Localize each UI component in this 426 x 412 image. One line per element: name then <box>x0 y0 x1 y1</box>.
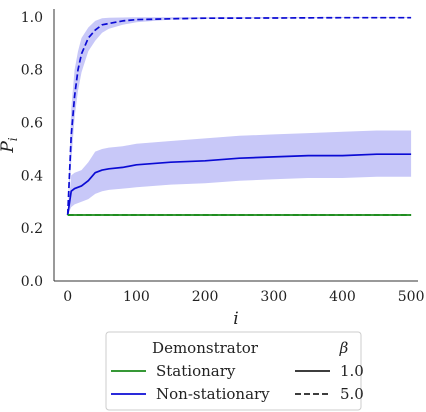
series-lines <box>66 16 412 216</box>
y-tick-label: 0.4 <box>21 168 43 184</box>
y-axis-label: Pi <box>0 137 20 153</box>
series-non-stationary-beta-1-0-band <box>67 130 412 215</box>
legend-label-stationary: Stationary <box>156 362 236 380</box>
legend-title-demonstrator: Demonstrator <box>152 339 259 357</box>
x-tick-label: 200 <box>192 289 219 305</box>
x-tick-label: 400 <box>329 289 356 305</box>
y-axis-label-main: P <box>0 141 18 154</box>
legend: Demonstrator β Stationary Non-stationary… <box>105 331 364 411</box>
x-tick-label: 100 <box>123 289 150 305</box>
y-tick-label: 0.6 <box>21 116 43 132</box>
y-tick-label: 1.0 <box>21 10 43 26</box>
y-axis-label-sub: i <box>6 137 20 141</box>
legend-title-beta: β <box>339 339 349 357</box>
legend-label-beta-5: 5.0 <box>340 385 364 403</box>
legend-frame <box>105 331 362 411</box>
x-tick-label: 0 <box>63 289 72 305</box>
x-tick-label: 500 <box>398 289 425 305</box>
x-tick-labels: 0 100 200 300 400 500 <box>63 289 424 305</box>
legend-label-beta-1: 1.0 <box>340 362 364 380</box>
x-axis-label: i <box>233 309 238 329</box>
y-tick-label: 0.8 <box>21 63 43 79</box>
series-non-stationary-beta-5-0-line <box>66 16 412 216</box>
confidence-bands <box>67 17 412 216</box>
legend-label-non-stationary: Non-stationary <box>156 385 270 403</box>
y-tick-label: 0.2 <box>21 221 43 237</box>
y-tick-label: 0.0 <box>21 274 43 290</box>
x-tick-label: 300 <box>260 289 287 305</box>
series-non-stationary-beta-1-0-line <box>66 153 412 216</box>
y-tick-labels: 0.0 0.2 0.4 0.6 0.8 1.0 <box>21 10 43 290</box>
